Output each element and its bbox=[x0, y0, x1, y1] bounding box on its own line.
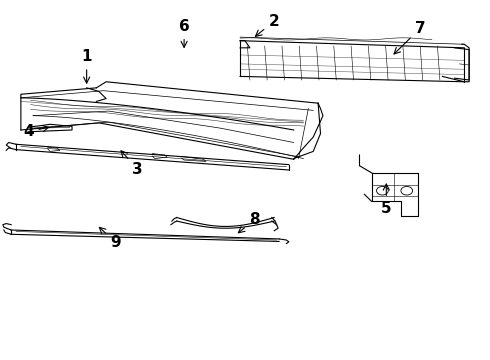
Text: 4: 4 bbox=[23, 124, 49, 139]
Text: 6: 6 bbox=[179, 19, 190, 48]
Text: 9: 9 bbox=[99, 228, 121, 250]
Text: 5: 5 bbox=[381, 184, 392, 216]
Text: 1: 1 bbox=[81, 49, 92, 83]
Text: 3: 3 bbox=[121, 151, 143, 177]
Text: 2: 2 bbox=[255, 14, 280, 36]
Text: 7: 7 bbox=[394, 21, 426, 54]
Text: 8: 8 bbox=[238, 212, 260, 233]
